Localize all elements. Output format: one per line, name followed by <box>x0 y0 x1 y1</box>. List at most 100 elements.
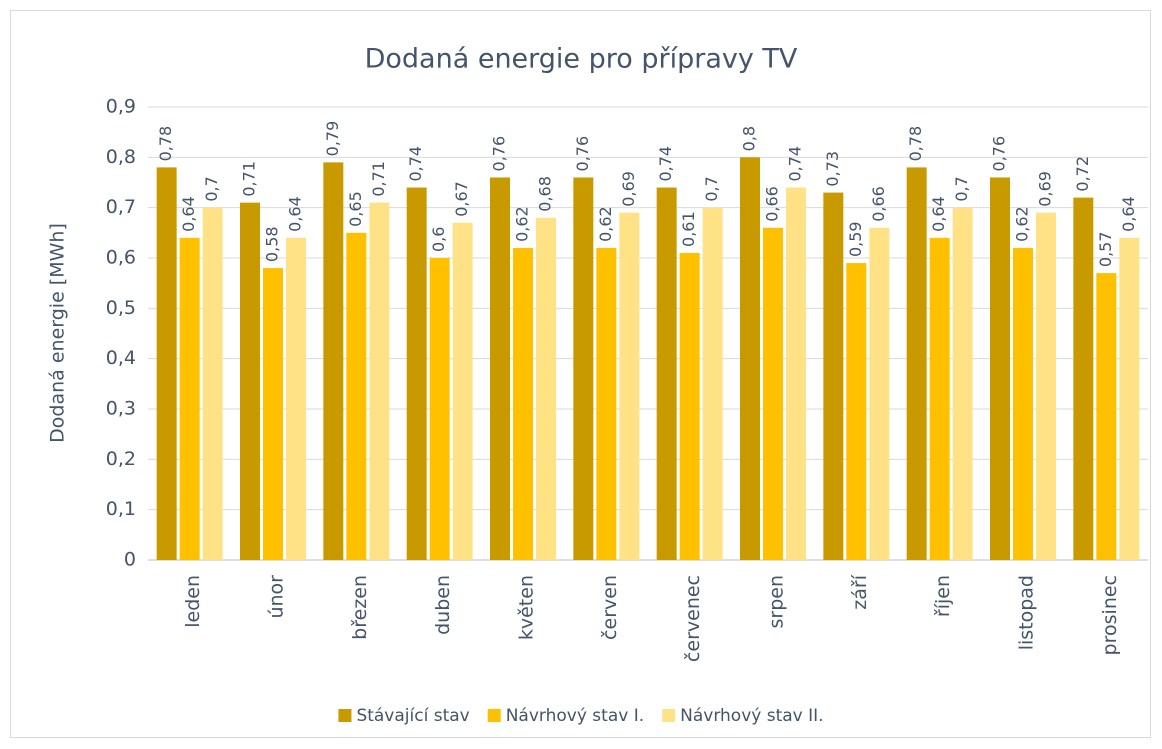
value-label: 0,74 <box>406 146 425 182</box>
value-label: 0,72 <box>1073 156 1092 192</box>
bar <box>846 263 867 560</box>
x-tick-label: květen <box>516 575 538 640</box>
value-label: 0,64 <box>179 196 198 232</box>
value-label: 0,59 <box>846 221 865 257</box>
value-label: 0,62 <box>1013 206 1032 242</box>
value-label: 0,67 <box>452 181 471 217</box>
value-label: 0,69 <box>1036 171 1055 207</box>
value-label: 0,64 <box>929 196 948 232</box>
y-tick-label: 0,3 <box>106 398 136 420</box>
bar <box>929 237 950 560</box>
y-tick-label: 0,8 <box>106 146 136 168</box>
x-tick-label: říjen <box>932 575 954 617</box>
x-tick-label: únor <box>266 575 288 619</box>
legend-swatch <box>487 709 501 722</box>
bar <box>573 177 594 560</box>
value-label: 0,74 <box>656 146 675 182</box>
bar <box>429 258 450 560</box>
value-label: 0,62 <box>513 206 532 242</box>
bar <box>952 207 973 560</box>
bar <box>740 157 760 561</box>
y-tick-label: 0,2 <box>106 448 136 470</box>
value-label: 0,76 <box>490 136 509 172</box>
x-tick-label: leden <box>182 575 204 628</box>
bar <box>702 207 723 560</box>
legend-label: Návrhový stav I. <box>506 706 644 726</box>
bar <box>536 217 556 560</box>
bar <box>263 268 283 560</box>
value-label: 0,6 <box>429 227 448 252</box>
bar <box>286 237 306 560</box>
chart-title: Dodaná energie pro přípravy TV <box>365 44 798 75</box>
value-label: 0,78 <box>156 126 175 162</box>
y-tick-label: 0,9 <box>106 96 136 118</box>
y-tick-label: 0,4 <box>106 347 136 369</box>
bar <box>513 247 533 560</box>
x-tick-label: červen <box>599 575 621 640</box>
value-label: 0,66 <box>763 186 782 222</box>
y-tick-label: 0,7 <box>106 196 136 218</box>
bar <box>869 227 890 561</box>
value-label: 0,73 <box>823 151 842 187</box>
bar <box>619 212 640 560</box>
y-tick-label: 0,6 <box>106 247 136 269</box>
value-label: 0,76 <box>573 136 592 172</box>
value-label: 0,64 <box>286 196 305 232</box>
value-label: 0,66 <box>869 186 888 222</box>
value-label: 0,64 <box>1119 196 1138 232</box>
value-label: 0,74 <box>786 146 805 182</box>
value-label: 0,58 <box>263 226 282 262</box>
legend-swatch <box>338 709 352 722</box>
x-tick-label: prosinec <box>1099 575 1121 655</box>
bar <box>179 237 200 560</box>
bar <box>490 177 510 560</box>
bar <box>656 187 677 561</box>
legend-label: Návrhový stav II. <box>680 706 823 726</box>
bar <box>786 187 806 561</box>
bar <box>346 232 367 561</box>
bar <box>156 167 177 560</box>
value-label: 0,8 <box>740 126 759 151</box>
value-label: 0,68 <box>536 176 555 212</box>
value-label: 0,61 <box>679 211 698 247</box>
bar <box>406 187 427 561</box>
x-tick-label: září <box>849 574 871 609</box>
y-tick-label: 0,5 <box>106 297 136 319</box>
bar <box>1013 247 1033 560</box>
value-label: 0,57 <box>1096 231 1115 267</box>
bar <box>240 202 260 560</box>
bar <box>1096 273 1117 560</box>
bar <box>323 162 344 560</box>
legend-swatch <box>662 709 676 722</box>
value-label: 0,76 <box>990 136 1009 172</box>
legend-label: Stávající stav <box>356 706 469 726</box>
bar <box>596 247 617 560</box>
bar <box>1036 212 1056 560</box>
y-tick-label: 0 <box>124 549 136 571</box>
value-label: 0,69 <box>619 171 638 207</box>
value-label: 0,65 <box>346 191 365 227</box>
x-tick-label: listopad <box>1016 575 1038 650</box>
bar <box>679 252 700 560</box>
bar <box>452 222 473 560</box>
value-label: 0,71 <box>240 161 259 197</box>
value-label: 0,62 <box>596 206 615 242</box>
y-tick-label: 0,1 <box>106 498 136 520</box>
x-tick-label: duben <box>432 575 454 635</box>
value-label: 0,79 <box>323 121 342 157</box>
bar <box>823 192 844 561</box>
value-label: 0,7 <box>202 176 221 201</box>
bar <box>990 177 1010 560</box>
value-label: 0,71 <box>369 161 388 197</box>
x-tick-label: červenec <box>682 575 704 662</box>
bar <box>1073 197 1094 560</box>
value-label: 0,7 <box>702 176 721 201</box>
bar <box>202 207 223 560</box>
value-label: 0,78 <box>906 126 925 162</box>
x-tick-label: srpen <box>766 575 788 629</box>
y-axis-label: Dodaná energie [MWh] <box>47 223 69 443</box>
value-label: 0,7 <box>952 176 971 201</box>
bar <box>763 227 783 561</box>
bar <box>906 167 927 560</box>
